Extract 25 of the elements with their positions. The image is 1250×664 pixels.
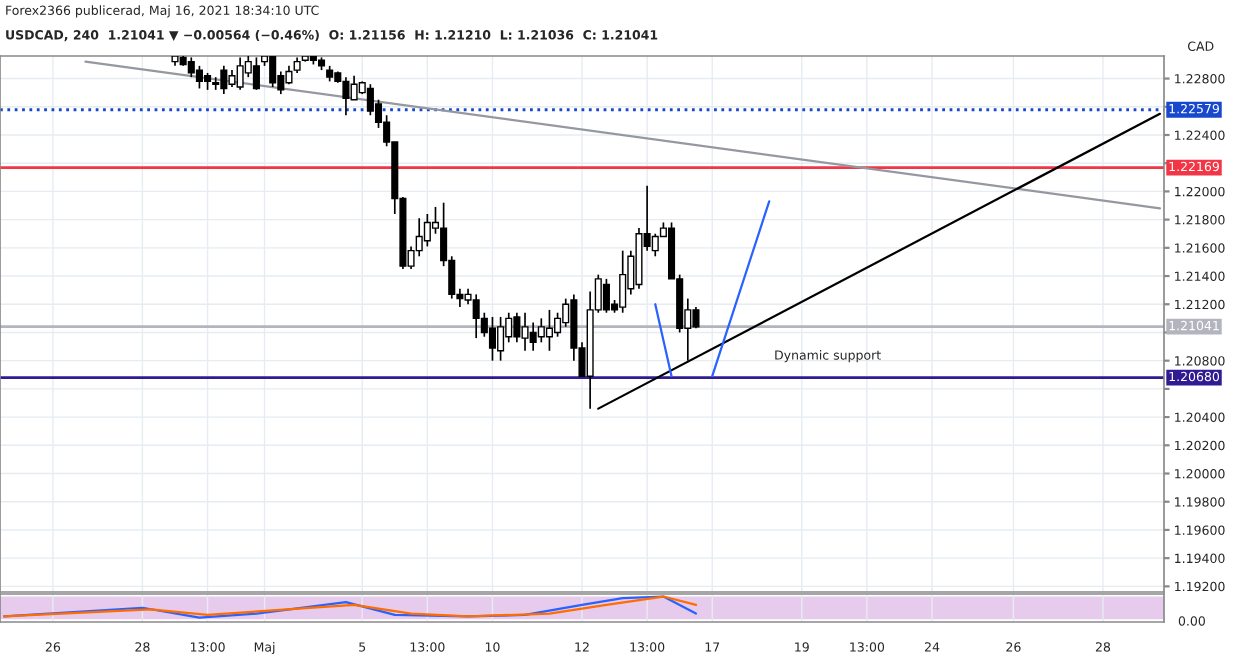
candlestick (236, 56, 244, 91)
candlestick (529, 321, 537, 352)
candlestick (366, 83, 374, 117)
candlestick (521, 311, 529, 352)
candlestick (513, 311, 521, 344)
candlestick (554, 311, 562, 338)
candlestick (537, 317, 545, 344)
candlestick (602, 278, 610, 314)
candlestick (252, 56, 260, 91)
candlestick (423, 213, 431, 248)
candlestick (619, 249, 627, 314)
candlestick (497, 316, 505, 362)
candlestick (220, 65, 228, 95)
candlestick (212, 76, 220, 91)
candlestick (651, 232, 659, 258)
candlestick (545, 309, 553, 352)
candlestick (350, 74, 358, 101)
candlestick (285, 65, 293, 86)
candlestick (195, 65, 203, 90)
candlestick (488, 316, 497, 362)
candlestick (342, 76, 350, 117)
candlestick (505, 311, 513, 344)
candlestick (187, 56, 195, 78)
candlestick (269, 56, 277, 88)
candlestick (472, 293, 480, 339)
